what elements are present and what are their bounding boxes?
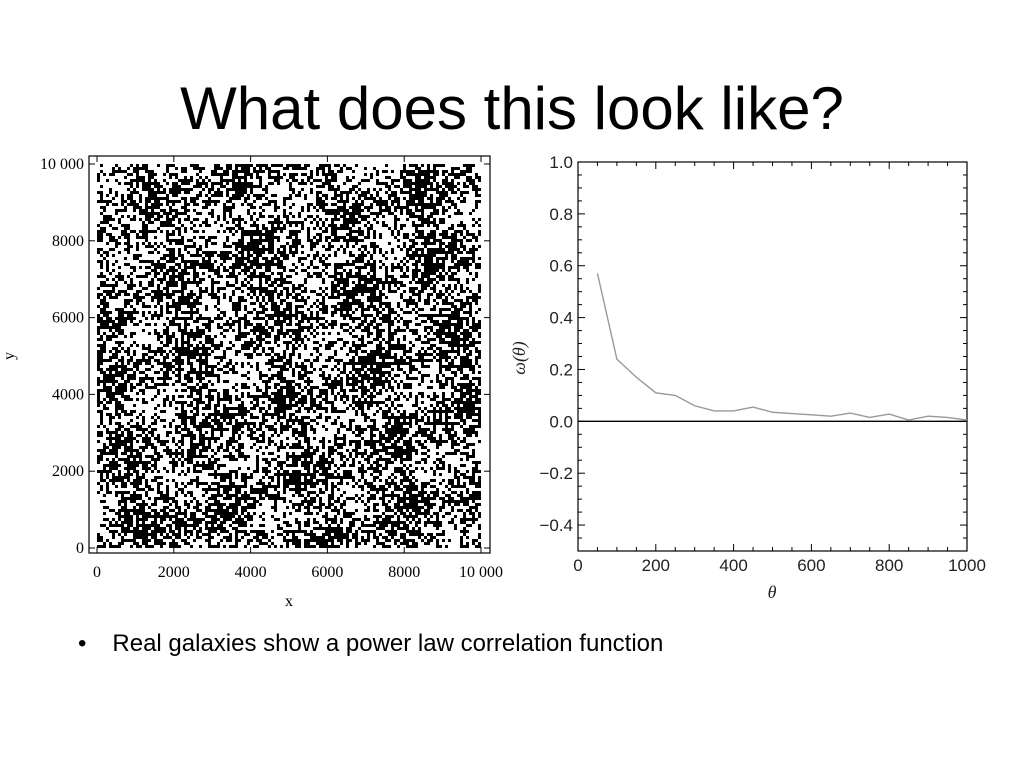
scatter-point-field <box>97 164 481 548</box>
correlation-plot-frame <box>577 161 968 552</box>
scatter-x-axis-label: x <box>285 593 293 610</box>
correlation-x-tick-label: 800 <box>875 556 903 575</box>
correlation-x-tick-label: 1000 <box>948 556 986 575</box>
scatter-x-tick-label: 10 000 <box>459 564 503 581</box>
correlation-x-tick-label: 200 <box>642 556 670 575</box>
scatter-y-tick-label: 4000 <box>52 386 84 403</box>
scatter-plot-frame <box>88 155 491 554</box>
scatter-x-tick-label: 0 <box>93 564 101 581</box>
scatter-y-tick-label: 6000 <box>52 310 84 327</box>
correlation-y-tick-label: 1.0 <box>549 153 573 172</box>
correlation-y-tick-label: 0.8 <box>549 205 573 224</box>
correlation-ticks: 0 200 400 600 800 1000 1.0 0.8 0.6 0.4 0.2 0.0 −0.2 −… <box>539 153 985 575</box>
scatter-y-tick-label: 2000 <box>52 463 84 480</box>
correlation-chart: 0 200 400 600 800 1000 1.0 0.8 0.6 0.4 0.2 0.0 −0.2 −… <box>509 153 986 602</box>
correlation-y-tick-label: 0.4 <box>549 309 573 328</box>
correlation-y-tick-label: −0.4 <box>539 516 573 535</box>
correlation-y-tick-label: 0.6 <box>549 257 573 276</box>
correlation-series-line <box>596 273 968 421</box>
bullet-text: Real galaxies show a power law correlati… <box>112 630 664 657</box>
scatter-points <box>97 164 481 548</box>
scatter-x-tick-label: 4000 <box>235 564 267 581</box>
scatter-x-tick-label: 8000 <box>388 564 420 581</box>
scatter-y-tick-label: 8000 <box>52 233 84 250</box>
correlation-x-tick-label: 600 <box>797 556 825 575</box>
scatter-ticks: 0 2000 4000 6000 8000 10 000 0 2000 4000 6000 8000… <box>40 156 503 581</box>
correlation-x-tick-label: 0 <box>573 556 582 575</box>
scatter-x-tick-label: 6000 <box>311 564 343 581</box>
slide-title: What does this look like? <box>180 75 844 142</box>
correlation-y-tick-label: −0.2 <box>539 464 573 483</box>
scatter-y-tick-label: 10 000 <box>40 156 84 173</box>
correlation-y-axis-label: ω(θ) <box>509 341 530 375</box>
correlation-y-tick-label: 0.2 <box>549 360 573 379</box>
bullet-marker: • <box>78 630 87 657</box>
correlation-x-tick-label: 400 <box>719 556 747 575</box>
bullet-item: • Real galaxies show a power law correla… <box>78 630 663 658</box>
scatter-y-axis-label: y <box>1 352 18 360</box>
scatter-y-tick-label: 0 <box>76 540 84 557</box>
scatter-x-tick-label: 2000 <box>158 564 190 581</box>
scatter-chart: 0 2000 4000 6000 8000 10 000 0 2000 4000 6000 8000… <box>1 155 503 610</box>
correlation-y-tick-label: 0.0 <box>549 412 573 431</box>
correlation-x-axis-label: θ <box>768 582 777 602</box>
